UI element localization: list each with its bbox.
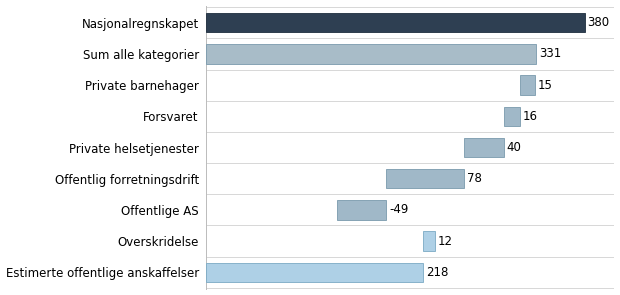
Text: 218: 218: [426, 266, 448, 279]
Bar: [386, 169, 464, 189]
Text: -49: -49: [389, 203, 409, 217]
Bar: [206, 44, 536, 64]
Bar: [206, 13, 585, 32]
Text: 380: 380: [588, 16, 609, 29]
Text: 12: 12: [438, 235, 453, 248]
Text: 15: 15: [538, 78, 552, 92]
Bar: [504, 106, 520, 126]
Bar: [206, 263, 423, 282]
Text: 78: 78: [467, 172, 482, 185]
Text: 16: 16: [523, 110, 538, 123]
Text: 40: 40: [507, 141, 521, 154]
Bar: [464, 138, 504, 157]
Bar: [520, 76, 534, 95]
Text: 331: 331: [539, 47, 561, 60]
Bar: [423, 231, 435, 251]
Bar: [337, 200, 386, 219]
